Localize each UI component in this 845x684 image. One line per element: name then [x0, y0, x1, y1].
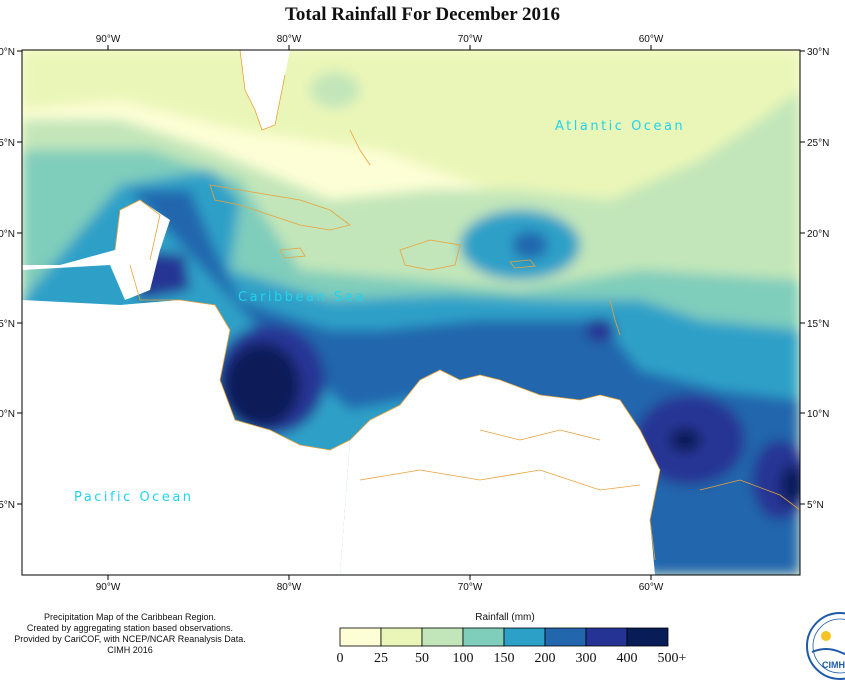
top-lon-label: 90°W: [96, 34, 121, 45]
legend-swatch: [626, 627, 669, 647]
map-credits: Precipitation Map of the Caribbean Regio…: [0, 612, 260, 656]
top-lon-label: 60°W: [639, 34, 664, 45]
right-lat-label: 30°N: [807, 47, 829, 58]
right-lat-label: 15°N: [807, 319, 829, 330]
credit-line: Provided by CariCOF, with NCEP/NCAR Rean…: [14, 634, 246, 644]
legend-swatch: [503, 627, 546, 647]
legend-tick: 50: [415, 651, 429, 666]
legend-tick: 400: [616, 651, 638, 666]
rainfall-field: [22, 50, 800, 575]
pacific-ocean-label: Pacific Ocean: [74, 490, 194, 505]
legend-swatch: [380, 627, 423, 647]
legend-tick: 200: [534, 651, 556, 666]
top-lon-label: 70°W: [458, 34, 483, 45]
left-lat-label: 20°N: [0, 229, 15, 240]
caribbean-sea-label: Caribbean Sea: [238, 290, 366, 305]
left-lat-label: 5°N: [0, 500, 15, 511]
legend-tick: 25: [374, 651, 388, 666]
atlantic-ocean-label: Atlantic Ocean: [555, 119, 685, 134]
left-lat-label: 15°N: [0, 319, 15, 330]
coastlines: [114, 50, 800, 561]
bottom-lon-label: 70°W: [458, 582, 483, 593]
map-frame: [21, 49, 801, 576]
right-lat-label: 25°N: [807, 138, 829, 149]
credit-line: Created by aggregating station based obs…: [26, 623, 234, 633]
bottom-lon-label: 80°W: [277, 582, 302, 593]
legend-swatch: [339, 627, 382, 647]
legend-tick: 300: [575, 651, 597, 666]
legend-title: Rainfall (mm): [475, 612, 535, 623]
legend-swatch: [585, 627, 628, 647]
credit-line: Precipitation Map of the Caribbean Regio…: [43, 612, 217, 622]
right-lat-label: 10°N: [807, 409, 829, 420]
legend-tick: 500+: [657, 651, 687, 666]
legend-swatch: [421, 627, 464, 647]
legend-tick: 0: [336, 651, 344, 666]
land-mask: [22, 50, 660, 575]
legend-tick: 100: [452, 651, 474, 666]
right-lat-label: 20°N: [807, 229, 829, 240]
legend-swatch: [462, 627, 505, 647]
left-lat-label: 25°N: [0, 138, 15, 149]
left-lat-label: 10°N: [0, 409, 15, 420]
credit-line: CIMH 2016: [107, 645, 153, 655]
bottom-lon-label: 60°W: [639, 582, 664, 593]
sun-icon: [821, 631, 831, 641]
map-title: Total Rainfall For December 2016: [284, 4, 561, 25]
left-lat-label: 30°N: [0, 47, 15, 58]
cimh-logo: CIMH: [806, 612, 845, 680]
legend-swatch: [544, 627, 587, 647]
logo-text: CIMH: [822, 660, 845, 670]
legend-tick: 150: [493, 651, 515, 666]
top-lon-label: 80°W: [277, 34, 302, 45]
wave-icon: [811, 648, 845, 656]
tick-marks: [17, 45, 805, 580]
bottom-lon-label: 90°W: [96, 582, 121, 593]
legend-colorbar: [339, 627, 669, 647]
right-lat-label: 5°N: [807, 500, 824, 511]
